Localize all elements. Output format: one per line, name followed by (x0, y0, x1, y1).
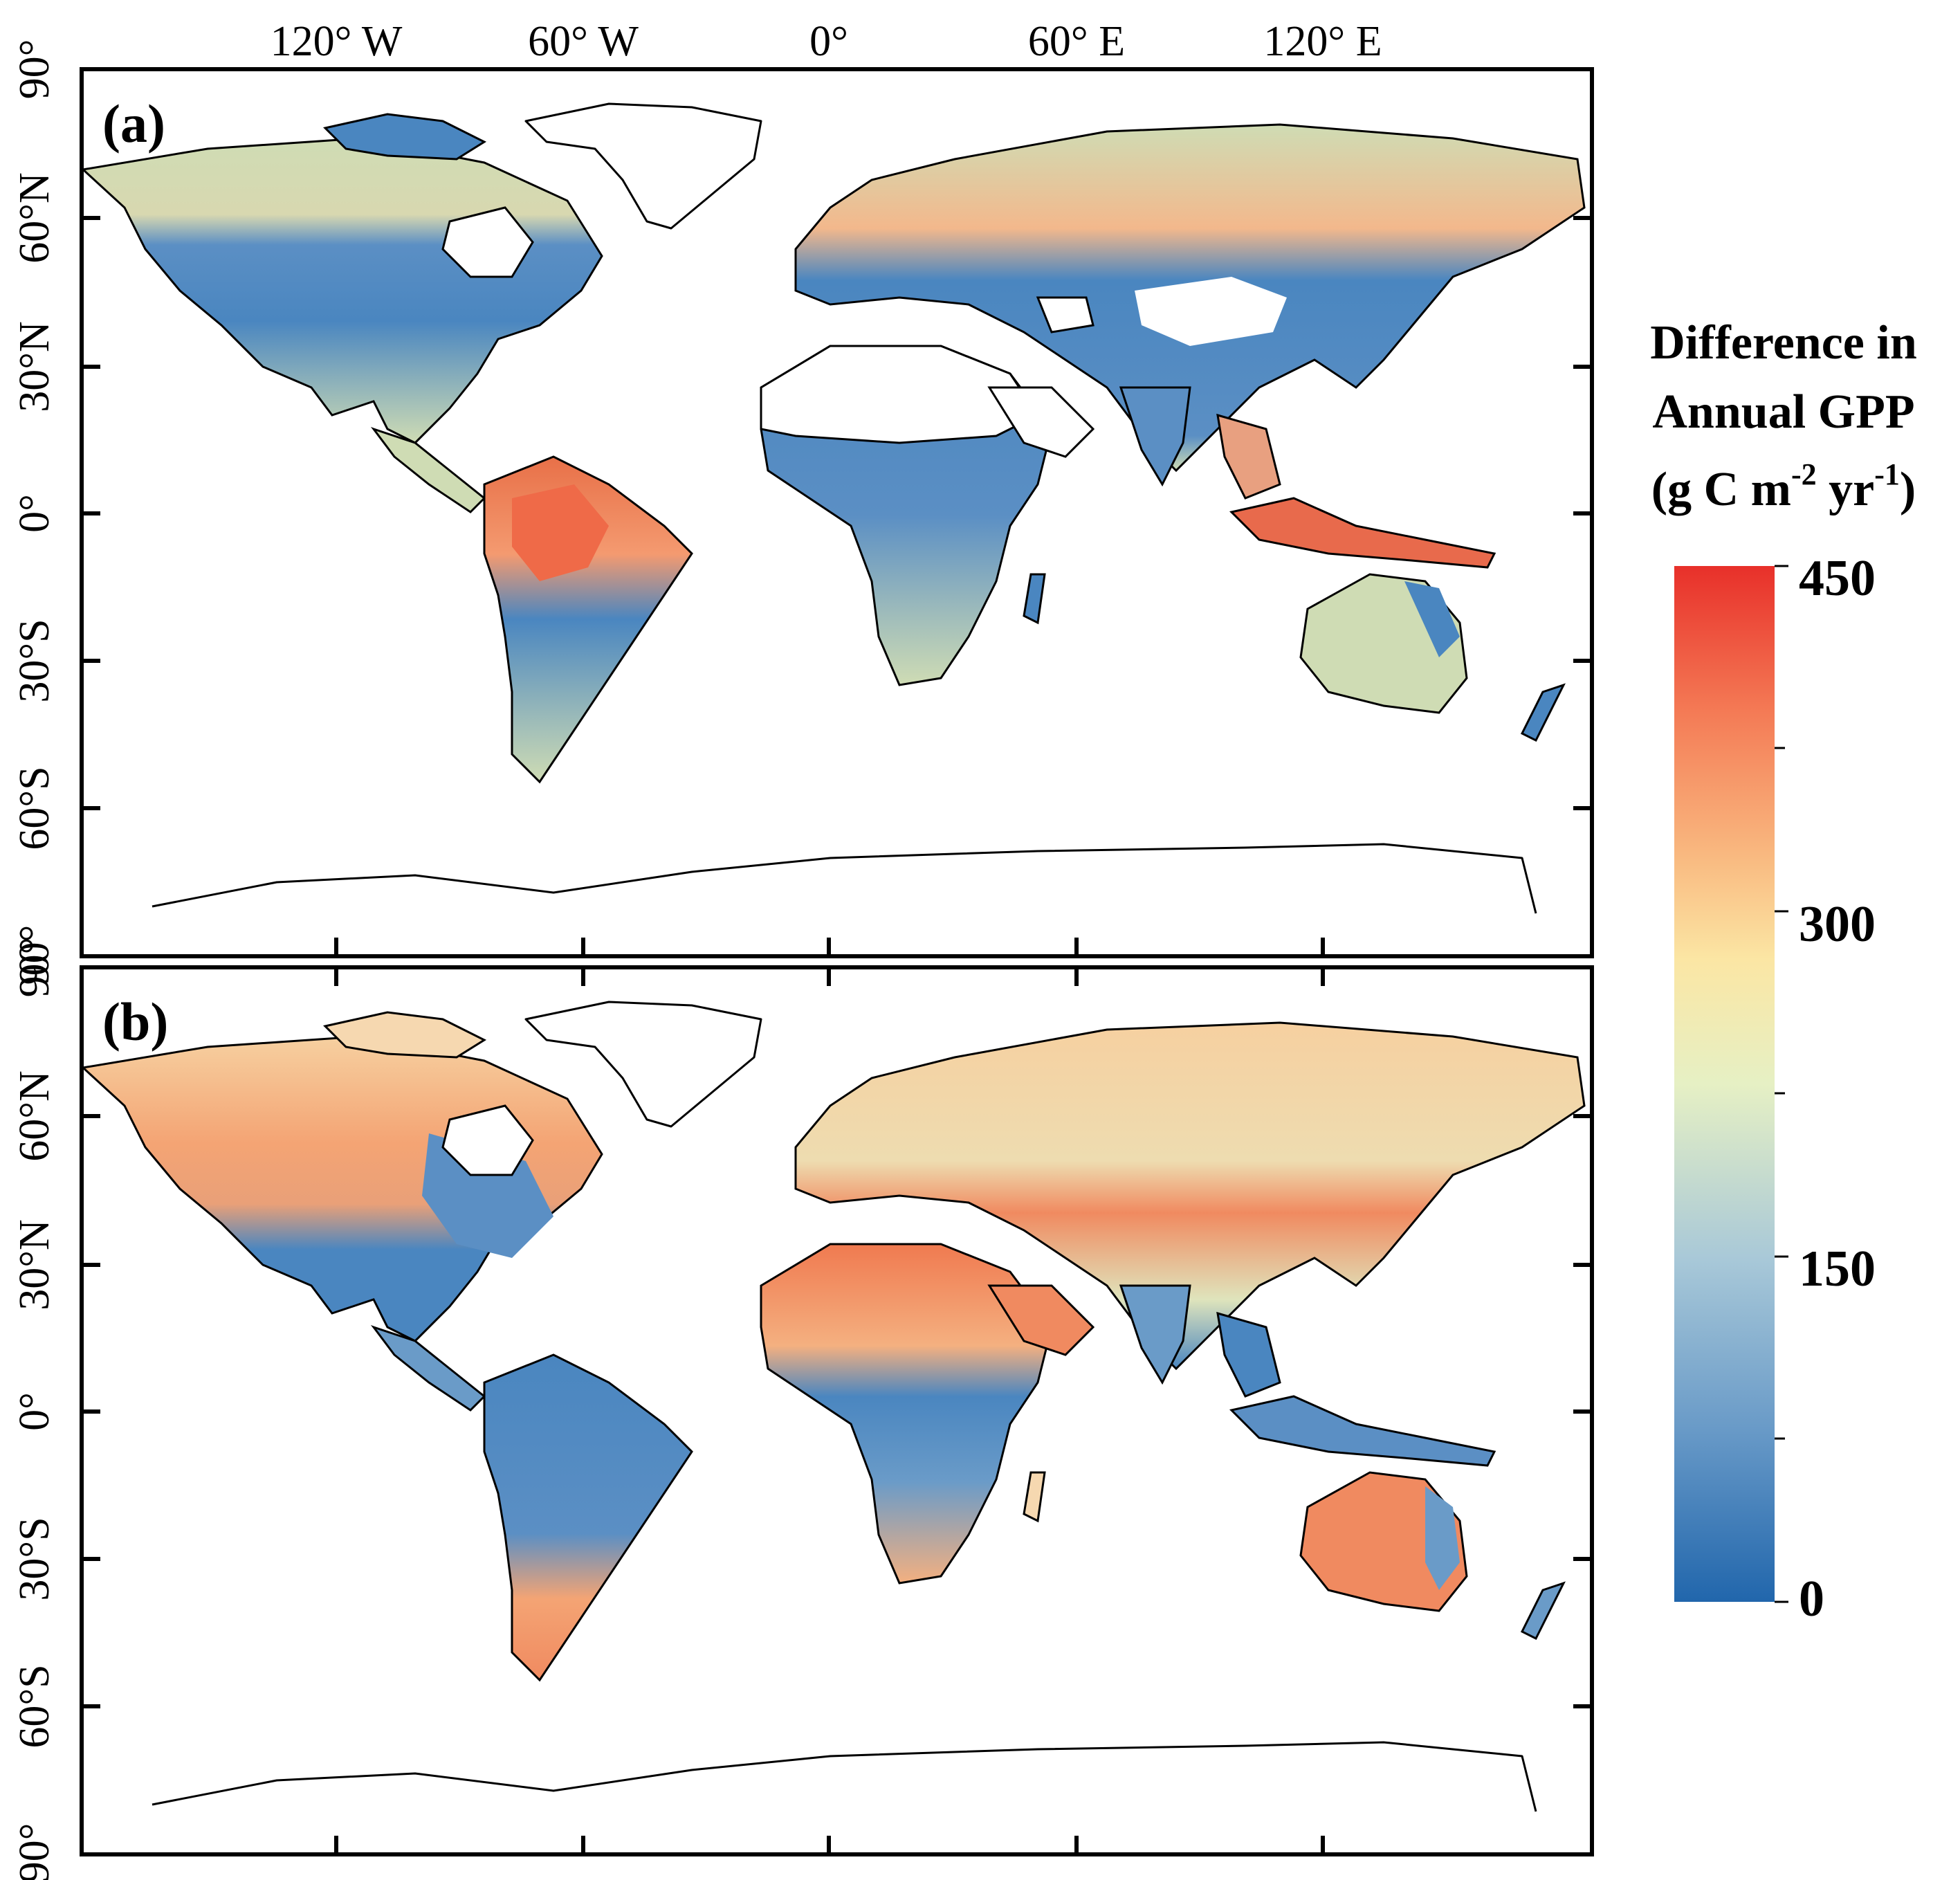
left-axis-label: 60°S (11, 766, 58, 850)
colorbar-title-line1: Difference in (1650, 316, 1917, 369)
top-axis-label: 60° W (528, 18, 639, 65)
left-axis-label: 0° (11, 494, 58, 533)
panel-a-ticks (82, 216, 1592, 956)
colorbar-ticks (1775, 565, 1788, 1603)
colorbar: Difference in Annual GPP (g C m-2 yr-1) … (1650, 316, 1917, 1627)
left-axis-label: 90° (11, 938, 58, 998)
colorbar-tick-label: 300 (1799, 896, 1876, 953)
left-axis-label: 90° (11, 39, 58, 100)
colorbar-units: (g C m-2 yr-1) (1651, 457, 1916, 516)
left-axis-label: 90° (11, 925, 58, 985)
left-axis-label: 60°S (11, 1664, 58, 1748)
colorbar-gradient (1674, 566, 1775, 1602)
top-axis-label: 120° W (271, 18, 403, 65)
top-axis-labels: 120° W 60° W 0° 60° E 120° E (271, 18, 1382, 65)
panel-a-label: (a) (102, 93, 165, 154)
panel-a: (a) 90° 60°N 30°N 0° 30°S 60°S 90° (11, 39, 1594, 985)
panel-b-label: (b) (102, 992, 168, 1052)
colorbar-title-line2: Annual GPP (1652, 385, 1914, 439)
left-axis-label: 60°N (11, 172, 58, 264)
colorbar-tick-label: 150 (1799, 1241, 1876, 1297)
panel-b-left-axis: 90° 60°N 30°N 0° 30°S 60°S 90° (11, 938, 58, 1880)
left-axis-label: 30°N (11, 1219, 58, 1311)
top-axis-label: 60° E (1028, 18, 1125, 65)
colorbar-tick-label: 450 (1799, 550, 1876, 607)
panel-b-land (80, 1001, 1586, 1812)
left-axis-label: 60°N (11, 1070, 58, 1162)
panel-a-land (80, 102, 1586, 914)
colorbar-tick-label: 0 (1799, 1571, 1824, 1627)
panel-b: (b) 90° 60°N 30°N 0° 30°S 60°S 90° (11, 938, 1594, 1880)
left-axis-label: 30°S (11, 1517, 58, 1600)
left-axis-label: 30°N (11, 321, 58, 412)
panel-a-left-axis: 90° 60°N 30°N 0° 30°S 60°S 90° (11, 39, 58, 985)
top-axis-label: 120° E (1263, 18, 1382, 65)
left-axis-label: 0° (11, 1392, 58, 1431)
panel-b-ticks (82, 967, 1592, 1854)
left-axis-label: 30°S (11, 619, 58, 702)
top-axis-label: 0° (809, 18, 848, 65)
left-axis-label: 90° (11, 1823, 58, 1880)
